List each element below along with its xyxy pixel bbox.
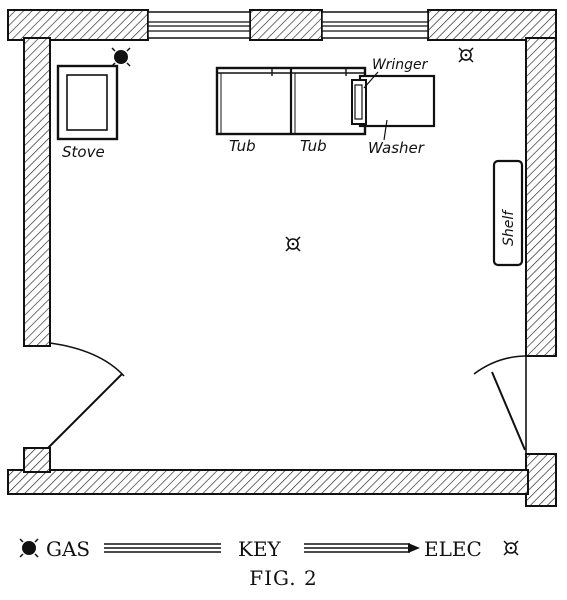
figure-caption: FIG. 2 [249,566,318,590]
tub-left-label: Tub [229,137,256,155]
tub-right-label: Tub [300,137,327,155]
elec-key-label: ELEC [424,537,482,561]
top-wall-left [7,9,149,41]
elec-key-icon [503,540,519,556]
right-wall-upper [525,37,557,357]
stove [56,64,119,141]
door-left [47,342,125,449]
washer-leader [383,119,388,141]
gas-key-icon [22,541,36,555]
legend: GAS KEY ELEC [19,537,519,561]
electric-outlet-icon [458,47,474,63]
bottom-wall [7,469,529,495]
gas-key-label: GAS [46,537,90,561]
tubs [215,66,367,136]
wringer-label: Wringer [372,57,429,73]
elec-line-symbol [304,543,410,553]
door-right [473,355,528,454]
shelf [492,159,524,267]
gas-outlet-icon-rays [111,47,131,67]
wringer-leader [363,71,379,89]
gas-outlet-icon [114,50,128,64]
top-wall-right [427,9,557,41]
stove-label: Stove [62,143,105,161]
left-wall-post [23,447,51,473]
shelf-label: Shelf [501,209,517,246]
right-wall-lower [525,453,557,507]
window-right [321,11,429,39]
key-label: KEY [238,537,282,561]
washer [351,74,436,128]
walls [7,9,557,507]
washer-label: Washer [368,139,425,157]
ceiling-light-icon [285,236,301,252]
gas-line-symbol [104,543,221,553]
arrow-icon [408,543,420,553]
window-left [147,11,251,39]
left-wall-upper [23,37,51,347]
top-wall-middle [249,9,323,41]
